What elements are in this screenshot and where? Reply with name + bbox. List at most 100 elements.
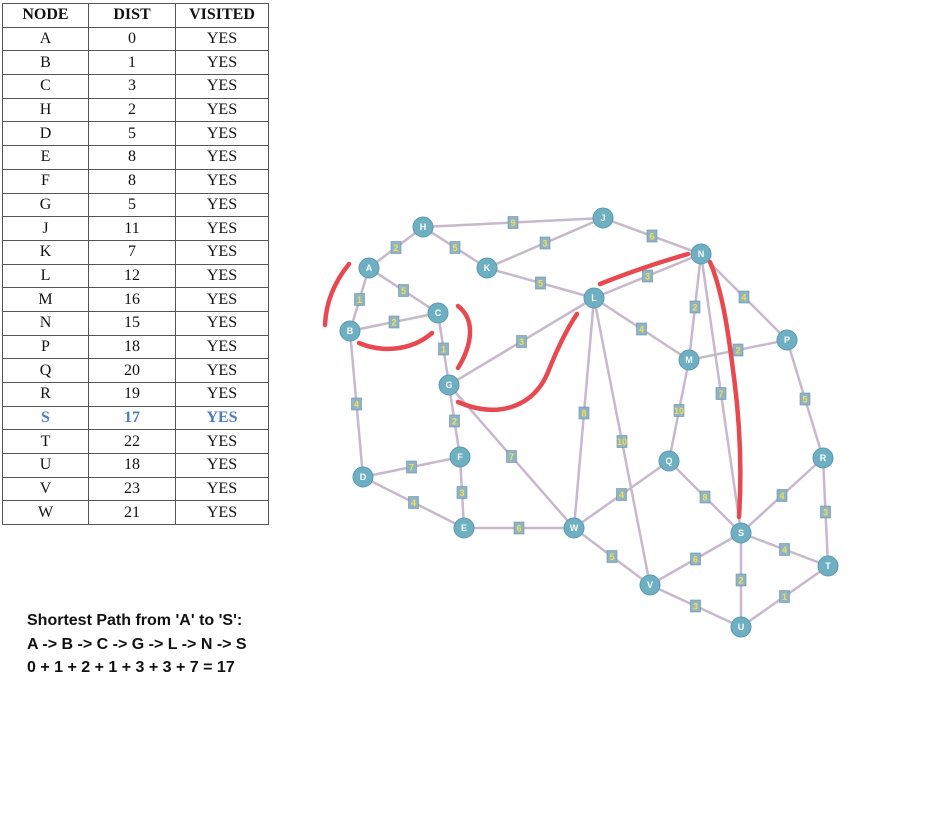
svg-text:1: 1 — [357, 295, 362, 305]
node-N: N — [690, 243, 712, 265]
table-cell: K — [2, 239, 89, 265]
table-cell: T — [2, 429, 89, 455]
svg-text:2: 2 — [393, 243, 398, 253]
edge-weight-A-B: 1 — [354, 293, 365, 306]
table-cell: YES — [175, 287, 269, 312]
svg-text:4: 4 — [619, 490, 624, 500]
node-label: J — [600, 213, 605, 223]
svg-text:3: 3 — [645, 272, 650, 282]
svg-text:2: 2 — [391, 318, 396, 328]
node-D: D — [352, 466, 374, 488]
table-cell: YES — [175, 97, 269, 123]
table-row: F 8 YES — [2, 168, 269, 194]
node-label: S — [738, 528, 744, 538]
table-cell: 3 — [88, 74, 176, 99]
path-stroke — [455, 303, 473, 371]
table-cell: 8 — [88, 168, 176, 194]
node-label: N — [698, 249, 705, 259]
svg-text:4: 4 — [741, 293, 746, 303]
table-cell: 7 — [88, 239, 176, 265]
path-stroke — [707, 259, 743, 520]
edge-weight-L-M: 4 — [636, 322, 647, 336]
edge-weight-W-V: 5 — [606, 550, 618, 563]
table-cell: YES — [175, 310, 269, 336]
edge-weight-R-S: 4 — [776, 489, 788, 502]
table-cell: S — [2, 405, 89, 431]
edge-weight-H-K: 5 — [449, 241, 461, 254]
path-stroke — [356, 330, 435, 352]
node-label: F — [457, 452, 463, 462]
path-stroke — [322, 261, 352, 328]
svg-text:4: 4 — [639, 325, 644, 335]
table-cell: YES — [175, 50, 269, 76]
table-cell: YES — [175, 216, 269, 241]
node-U: U — [730, 616, 752, 638]
table-row: D 5 YES — [2, 121, 269, 147]
node-W: W — [563, 517, 585, 539]
edge-weight-S-T: 4 — [779, 543, 790, 556]
svg-text:2: 2 — [738, 576, 743, 586]
edge-weight-G-F: 2 — [449, 414, 460, 428]
graph-nodes: A B C D E F G H J K L M N P Q R S T U V W — [339, 207, 839, 638]
svg-text:5: 5 — [802, 395, 807, 405]
svg-text:9: 9 — [510, 218, 515, 228]
table-cell: 18 — [88, 334, 176, 360]
node-label: G — [445, 380, 452, 390]
table-cell: YES — [175, 239, 269, 265]
table-cell: YES — [175, 121, 269, 147]
node-E: E — [453, 517, 475, 539]
edge-weight-C-G: 1 — [438, 342, 449, 356]
node-label: L — [591, 293, 597, 303]
table-header-row: NODE DIST VISITED — [2, 3, 269, 28]
svg-text:5: 5 — [609, 552, 614, 562]
edge-weight-N-M: 2 — [689, 300, 701, 314]
distance-table: NODE DIST VISITED A 0 YES B 1 YES C 3 YES H 2 YES D 5 YE… — [2, 3, 269, 526]
node-B: B — [339, 320, 361, 342]
node-label: Q — [665, 456, 672, 466]
node-label: K — [484, 263, 491, 273]
svg-text:4: 4 — [782, 545, 787, 555]
node-S: S — [730, 522, 752, 544]
edge-weight-A-C: 5 — [398, 284, 409, 297]
highlighted-path — [322, 251, 743, 520]
table-cell: 15 — [88, 310, 176, 336]
table-cell: YES — [175, 500, 269, 526]
table-cell: 5 — [88, 192, 176, 218]
edge-weight-S-V: 6 — [690, 552, 701, 566]
path-stroke — [455, 311, 580, 412]
edge-weight-U-T: 1 — [779, 590, 790, 603]
table-cell: Q — [2, 358, 89, 383]
table-row: N 15 YES — [2, 310, 269, 336]
svg-text:3: 3 — [519, 337, 524, 347]
edge-weight-K-L: 5 — [535, 276, 546, 290]
table-row: T 22 YES — [2, 429, 269, 455]
node-label: B — [347, 326, 354, 336]
svg-text:3: 3 — [823, 508, 828, 518]
svg-text:2: 2 — [692, 303, 697, 313]
table-cell: YES — [175, 358, 269, 383]
table-cell: G — [2, 192, 89, 218]
svg-text:7: 7 — [718, 389, 723, 399]
node-label: P — [784, 335, 790, 345]
node-F: F — [449, 446, 471, 468]
svg-text:6: 6 — [693, 555, 698, 565]
edge-weight-F-E: 3 — [456, 486, 468, 499]
node-C: C — [427, 302, 449, 324]
edge-weight-D-E: 4 — [408, 496, 419, 509]
table-cell: YES — [175, 74, 269, 99]
edge-weight-H-J: 9 — [507, 216, 519, 229]
edge-weight-L-W: 8 — [578, 406, 590, 420]
node-P: P — [776, 329, 798, 351]
table-row: R 19 YES — [2, 382, 269, 407]
summary-sum: 0 + 1 + 2 + 1 + 3 + 3 + 7 = 17 — [27, 659, 235, 676]
svg-text:3: 3 — [459, 488, 464, 498]
node-K: K — [476, 257, 498, 279]
edge-weight-N-S: 7 — [715, 387, 727, 400]
table-cell: 17 — [88, 405, 176, 431]
table-row: W 21 YES — [2, 500, 269, 526]
svg-text:1: 1 — [782, 592, 787, 602]
svg-text:4: 4 — [779, 491, 784, 501]
edge-weight-S-U: 2 — [735, 573, 747, 587]
